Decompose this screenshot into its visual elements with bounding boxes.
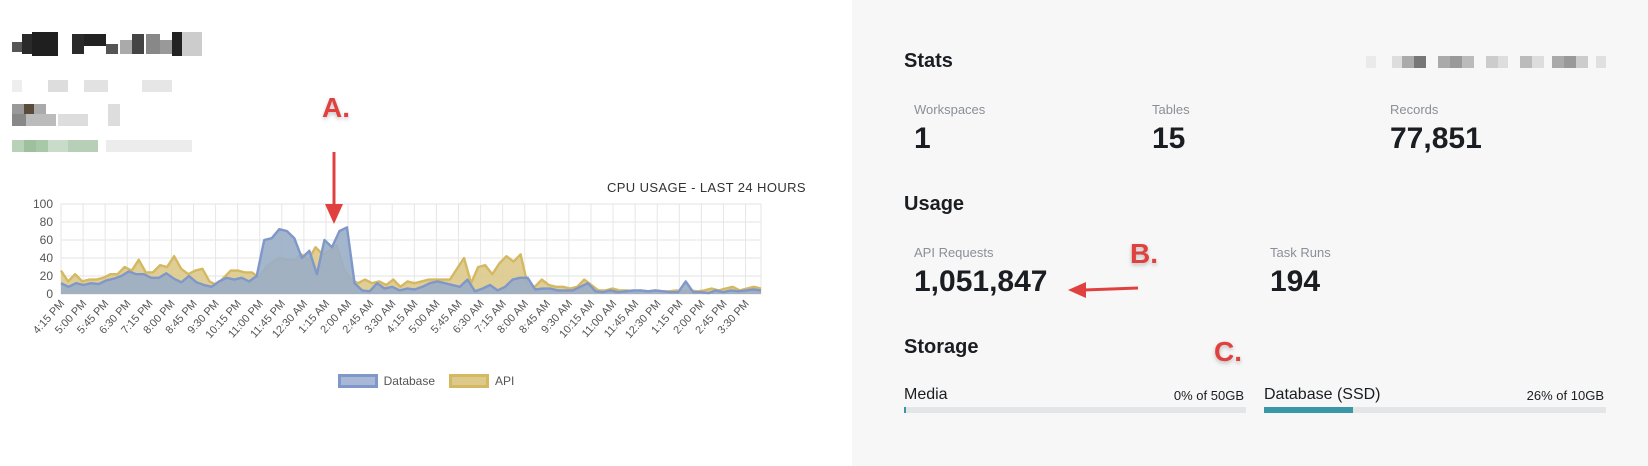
series-database-line <box>60 226 762 295</box>
storage-amount-media: 0% of 50GB <box>1173 388 1244 403</box>
annotation-c: C. <box>1214 336 1242 367</box>
stats-title: Stats <box>904 50 953 72</box>
annotation-a: A. <box>322 92 350 123</box>
redacted-title <box>12 32 202 56</box>
storage-title: Storage <box>904 336 979 358</box>
stat-value-tables: 15 <box>1152 122 1186 155</box>
annotation-arrow-down <box>325 152 343 224</box>
redacted-stats-meta <box>1366 56 1616 68</box>
legend-label-api: API <box>495 374 515 388</box>
redacted-line-2 <box>12 104 122 126</box>
annotation-arrow-left <box>1068 282 1139 298</box>
legend-item-database[interactable]: Database <box>337 374 436 388</box>
stat-label-workspaces: Workspaces <box>914 102 986 117</box>
left-pane: CPU USAGE - LAST 24 HOURS 0 20 40 60 80 100 4… <box>0 32 852 388</box>
y-tick-label: 80 <box>40 215 54 229</box>
x-axis-ticks: 4:15 PM5:00 PM5:45 PM6:30 PM7:15 PM8:00 … <box>31 298 752 341</box>
legend-swatch-database <box>337 374 378 388</box>
y-tick-label: 40 <box>40 251 54 265</box>
storage-label-media: Media <box>904 386 948 403</box>
stat-value-workspaces: 1 <box>914 122 931 155</box>
storage-bar-fill-media <box>904 407 906 413</box>
annotation-b: B. <box>1130 238 1158 269</box>
stat-label-tables: Tables <box>1152 102 1190 117</box>
chart-areas <box>59 226 762 295</box>
stat-label-task-runs: Task Runs <box>1270 245 1331 260</box>
legend-item-api[interactable]: API <box>449 374 514 388</box>
right-pane: Stats Workspaces 1 Tables 15 Records 77,… <box>852 0 1648 466</box>
y-tick-label: 0 <box>46 287 53 301</box>
chart-legend: Database API <box>0 374 852 388</box>
y-axis-ticks: 0 20 40 60 80 100 <box>33 197 53 301</box>
chart-grid <box>60 203 762 295</box>
storage-bar-database-ssd <box>1264 407 1606 413</box>
stat-value-task-runs: 194 <box>1270 265 1321 298</box>
legend-swatch-api <box>449 374 490 388</box>
redacted-line-3 <box>12 140 192 152</box>
storage-amount-database-ssd: 26% of 10GB <box>1526 388 1604 403</box>
y-tick-label: 20 <box>40 269 54 283</box>
legend-label-database: Database <box>383 374 436 388</box>
y-tick-label: 100 <box>33 197 53 211</box>
storage-label-database-ssd: Database (SSD) <box>1264 386 1381 403</box>
usage-title: Usage <box>904 193 965 215</box>
cpu-usage-chart: 0 20 40 60 80 100 4:15 PM5:00 PM5:45 PM6:30 P… <box>31 197 762 341</box>
series-database-area <box>61 227 761 294</box>
stat-label-api-requests: API Requests <box>914 245 994 260</box>
storage-bar-media <box>904 407 1246 413</box>
redacted-line-1 <box>12 80 182 92</box>
stat-value-records: 77,851 <box>1390 122 1482 155</box>
stat-label-records: Records <box>1390 102 1439 117</box>
stat-value-api-requests: 1,051,847 <box>914 265 1048 298</box>
chart-title: CPU USAGE - LAST 24 HOURS <box>606 180 806 195</box>
storage-bar-fill-database-ssd <box>1264 407 1353 413</box>
y-tick-label: 60 <box>40 233 54 247</box>
